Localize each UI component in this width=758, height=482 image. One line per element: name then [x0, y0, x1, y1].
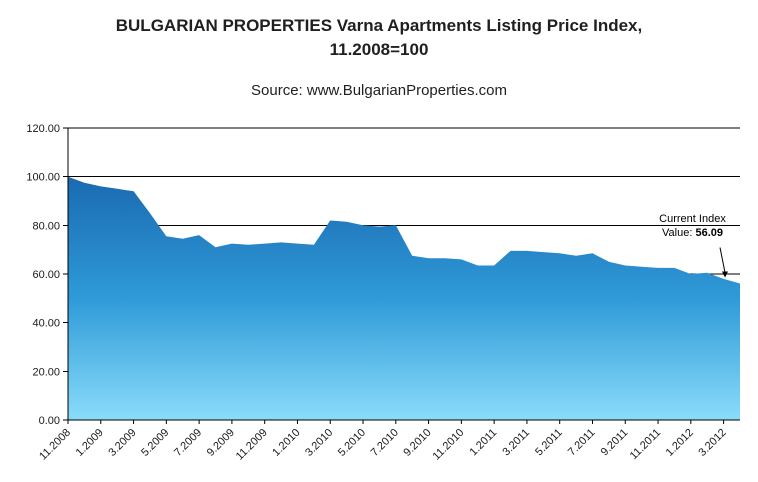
chart-area: 0.00 20.00 40.00 60.00 80.00 100.00 120.00 11.2…: [0, 112, 758, 482]
svg-text:1.2009: 1.2009: [74, 427, 106, 459]
current-index-label: Current Index: [659, 213, 726, 225]
chart-source: Source: www.BulgarianProperties.com: [251, 82, 507, 99]
svg-text:1.2010: 1.2010: [270, 427, 302, 459]
svg-text:20.00: 20.00: [32, 366, 60, 378]
svg-text:5.2010: 5.2010: [336, 427, 368, 459]
svg-text:3.2011: 3.2011: [500, 427, 532, 459]
chart-title-line1: BULGARIAN PROPERTIES Varna Apartments Li…: [115, 16, 643, 35]
svg-text:40.00: 40.00: [32, 318, 60, 330]
svg-text:1.2012: 1.2012: [664, 427, 696, 459]
current-index-value: Value: 56.09: [662, 227, 723, 239]
svg-text:0.00: 0.00: [39, 415, 60, 427]
svg-text:1.2011: 1.2011: [468, 427, 500, 459]
svg-text:3.2010: 3.2010: [303, 427, 335, 459]
chart-title-line2: 11.2008=100: [329, 40, 429, 59]
svg-text:11.2009: 11.2009: [234, 427, 270, 463]
svg-text:11.2010: 11.2010: [430, 427, 466, 463]
svg-text:7.2011: 7.2011: [566, 427, 598, 459]
svg-text:80.00: 80.00: [32, 220, 60, 232]
svg-text:5.2011: 5.2011: [533, 427, 565, 459]
svg-text:120.00: 120.00: [26, 123, 60, 135]
svg-text:11.2008: 11.2008: [37, 427, 73, 463]
svg-text:100.00: 100.00: [26, 172, 60, 184]
svg-text:9.2009: 9.2009: [205, 427, 237, 459]
svg-text:9.2010: 9.2010: [401, 427, 433, 459]
svg-text:60.00: 60.00: [32, 269, 60, 281]
svg-text:5.2009: 5.2009: [139, 427, 171, 459]
svg-text:3.2009: 3.2009: [106, 427, 138, 459]
chart-header: BULGARIAN PROPERTIES Varna Apartments Li…: [0, 0, 758, 112]
price-index-chart: 0.00 20.00 40.00 60.00 80.00 100.00 120.00 11.2…: [26, 123, 740, 463]
current-index-annotation: Current Index Value: 56.09: [640, 212, 745, 240]
svg-text:7.2009: 7.2009: [172, 427, 204, 459]
svg-text:9.2011: 9.2011: [599, 427, 631, 459]
svg-text:11.2011: 11.2011: [628, 427, 663, 462]
chart-title: BULGARIAN PROPERTIES Varna Apartments Li…: [0, 14, 758, 62]
svg-text:7.2010: 7.2010: [369, 427, 401, 459]
svg-text:3.2012: 3.2012: [696, 427, 728, 459]
